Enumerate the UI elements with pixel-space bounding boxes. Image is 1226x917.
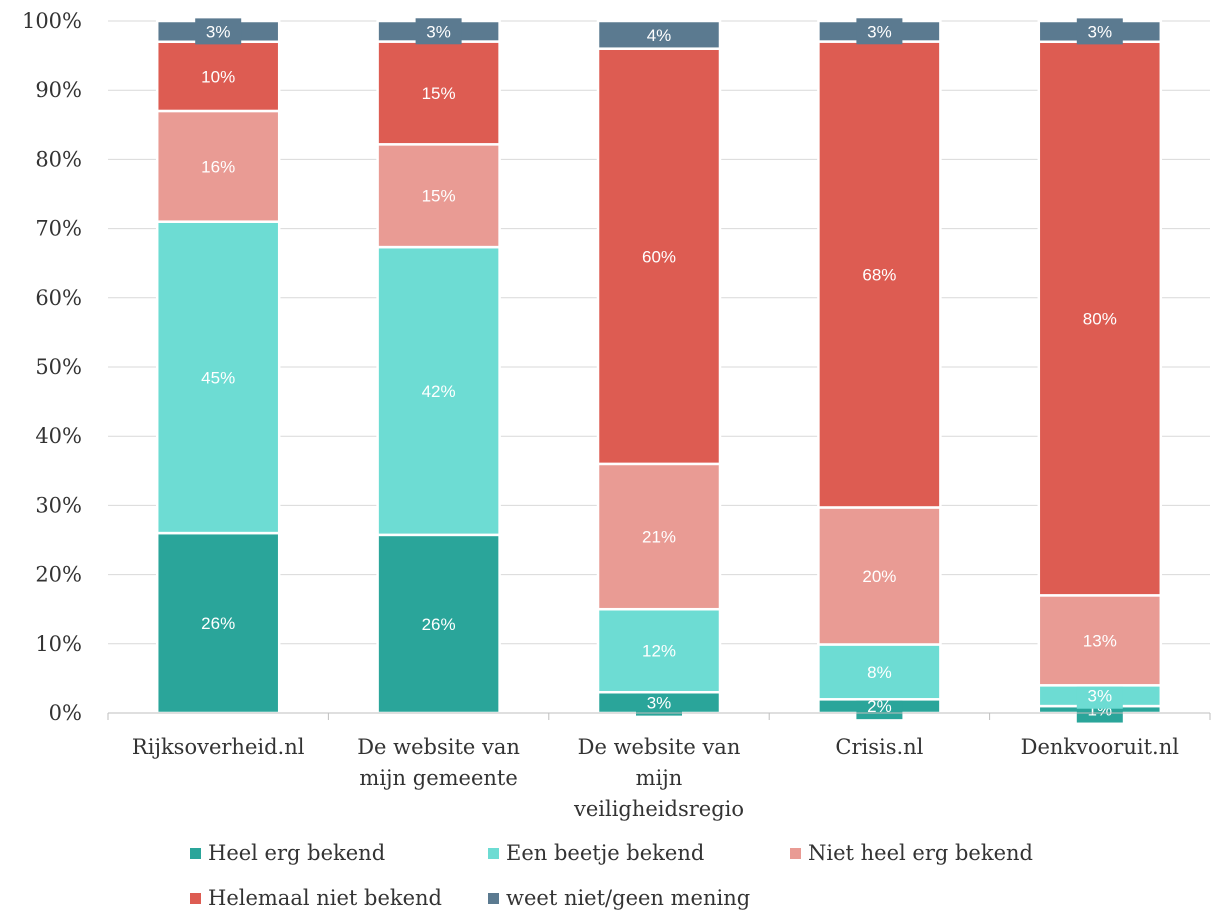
data-label-box <box>636 689 682 716</box>
x-category-label: veiligheidsregio <box>573 797 744 821</box>
y-tick-label: 70% <box>35 217 82 241</box>
data-label-box <box>195 18 242 45</box>
x-axis: Rijksoverheid.nl De website van mijn gemee… <box>107 712 1211 821</box>
data-label: 80% <box>1083 310 1117 329</box>
legend: Heel erg bekend Een beetje bekend Niet hee… <box>190 841 1033 910</box>
x-category-label: Denkvooruit.nl <box>1021 735 1180 759</box>
bars: 26% 45% 16% 10% 3% 26% 42% 15% 15% 3% 3% 12% 21% 60% 4… <box>155 18 1163 723</box>
data-label: 3% <box>206 22 231 41</box>
data-label-box <box>1076 682 1123 709</box>
data-label: 12% <box>642 642 676 661</box>
data-label: 68% <box>862 266 896 285</box>
bar-segment <box>596 47 722 466</box>
bar-segment <box>376 40 501 146</box>
legend-swatch <box>488 848 499 859</box>
bar-segment <box>596 607 722 694</box>
y-tick-label: 100% <box>22 9 82 33</box>
bar-segment <box>596 462 722 611</box>
legend-swatch <box>790 848 801 859</box>
y-tick-label: 50% <box>35 355 82 379</box>
legend-swatch <box>190 893 201 904</box>
y-tick-label: 10% <box>35 632 82 656</box>
data-label: 3% <box>1088 687 1113 706</box>
data-label: 45% <box>201 368 235 387</box>
legend-label: Heel erg bekend <box>208 841 385 865</box>
bar-segment <box>155 109 281 223</box>
x-category-label: mijn gemeente <box>359 766 517 790</box>
data-label: 3% <box>426 22 451 41</box>
x-category-label: mijn <box>636 766 683 790</box>
x-category-label: De website van <box>357 735 520 759</box>
bar-segment <box>155 40 281 113</box>
data-label: 3% <box>867 22 892 41</box>
data-label: 60% <box>642 247 676 266</box>
y-axis: 0% 10% 20% 30% 40% 50% 60% 70% 80% 90% 100% <box>22 9 82 725</box>
y-tick-label: 20% <box>35 563 82 587</box>
x-category-label: Rijksoverheid.nl <box>132 735 305 759</box>
legend-label: Helemaal niet bekend <box>208 886 442 910</box>
y-tick-label: 80% <box>35 147 82 171</box>
legend-label: Een beetje bekend <box>506 841 704 865</box>
data-label: 42% <box>422 382 456 401</box>
data-label: 21% <box>642 528 676 547</box>
bar-segment <box>1037 594 1163 687</box>
y-tick-label: 60% <box>35 286 82 310</box>
data-label: 3% <box>1088 22 1113 41</box>
data-label: 2% <box>867 697 892 716</box>
data-label: 3% <box>647 694 672 713</box>
legend-swatch <box>190 848 201 859</box>
bar-segment <box>817 643 942 701</box>
bar-segment <box>817 40 942 509</box>
bar-segment <box>596 19 722 50</box>
data-label: 16% <box>201 157 235 176</box>
legend-label: weet niet/geen mening <box>506 886 750 910</box>
data-label: 4% <box>647 26 672 45</box>
bar-segment <box>376 245 501 537</box>
data-label: 26% <box>201 614 235 633</box>
data-label-box <box>415 18 462 45</box>
data-label: 8% <box>867 663 892 682</box>
bar-segment <box>1037 40 1163 597</box>
data-label: 26% <box>422 615 456 634</box>
data-label-box <box>1076 18 1123 45</box>
y-tick-label: 40% <box>35 424 82 448</box>
y-tick-label: 30% <box>35 493 82 517</box>
bar-segment <box>817 506 942 646</box>
legend-swatch <box>488 893 499 904</box>
y-tick-label: 90% <box>35 78 82 102</box>
x-category-label: Crisis.nl <box>835 735 923 759</box>
data-label: 20% <box>862 567 896 586</box>
data-label-box <box>856 18 903 45</box>
data-label: 13% <box>1083 631 1117 650</box>
bar-segment <box>376 533 501 715</box>
data-label: 15% <box>422 84 456 103</box>
data-label: 10% <box>201 67 235 86</box>
y-tick-label: 0% <box>49 701 82 725</box>
x-category-label: De website van <box>578 735 741 759</box>
data-label: 15% <box>422 187 456 206</box>
bar-segment <box>155 220 281 535</box>
legend-label: Niet heel erg bekend <box>808 841 1033 865</box>
